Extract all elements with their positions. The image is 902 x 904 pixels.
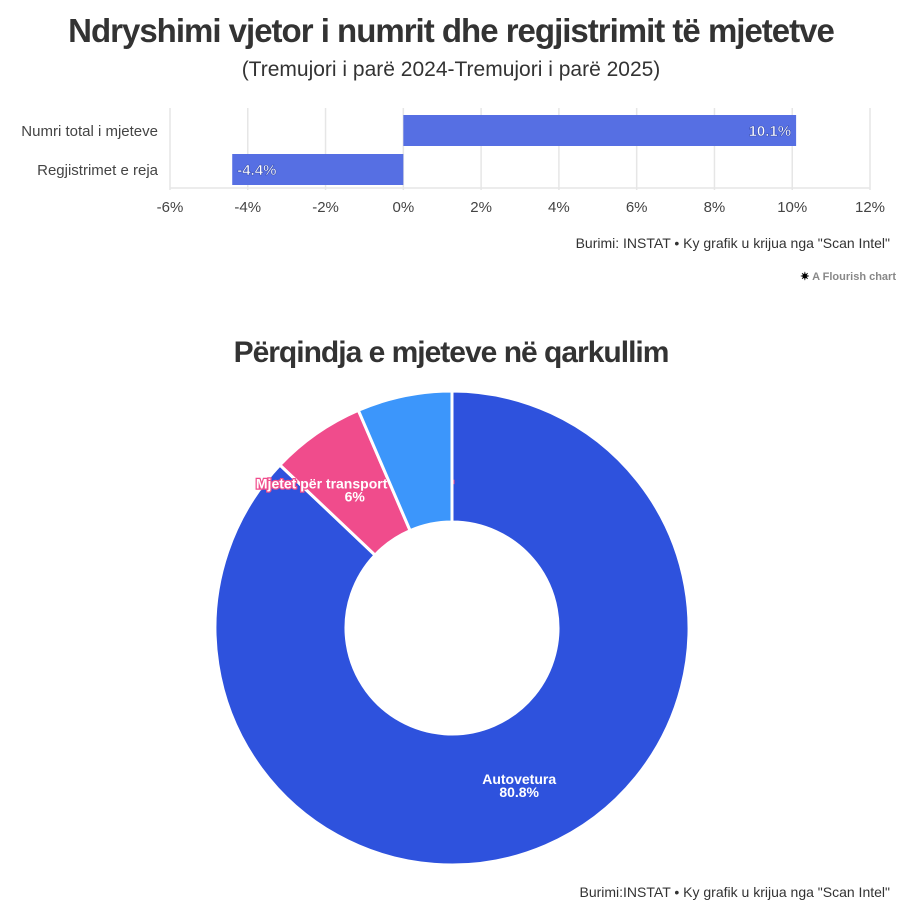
bar-chart-subtitle: (Tremujori i parë 2024-Tremujori i parë … <box>241 58 661 81</box>
flourish-credit[interactable]: ✷ A Flourish chart <box>800 270 896 283</box>
bar-value-label: 10.1% <box>749 123 792 140</box>
bar-value-label: -4.4% <box>237 162 276 179</box>
bar-chart: -6% -4% -2% 0% 2% 4% 6% 8% 10% 12% Numri total i m… <box>21 108 885 216</box>
x-tick-label: 10% <box>777 199 807 216</box>
x-tick-label: 2% <box>470 199 492 216</box>
x-tick-label: -6% <box>157 199 184 216</box>
bar-chart-source: Burimi: INSTAT • Ky grafik u krijua nga … <box>575 235 890 251</box>
bar <box>232 154 404 185</box>
slice-value-label: 6% <box>345 489 366 505</box>
bar <box>403 115 797 146</box>
donut-chart-title: Përqindja e mjeteve në qarkullim <box>233 336 670 369</box>
bar-chart-title: Ndryshimi vjetor i numrit dhe regjistrim… <box>68 12 835 49</box>
flourish-logo-icon: ✷ <box>800 271 813 283</box>
x-tick-label: 6% <box>626 199 648 216</box>
x-tick-label: 4% <box>548 199 570 216</box>
donut-slice <box>356 389 454 533</box>
x-tick-label: 8% <box>704 199 726 216</box>
x-tick-label: 0% <box>392 199 414 216</box>
flourish-text: A Flourish chart <box>812 271 896 283</box>
donut-slice <box>213 389 691 867</box>
category-label: Numri total i mjeteve <box>21 123 158 140</box>
x-tick-label: -2% <box>312 199 339 216</box>
slice-label: Autovetura <box>482 771 556 787</box>
x-tick-label: -4% <box>234 199 261 216</box>
slice-value-label: 80.8% <box>499 784 539 800</box>
donut-chart-source: Burimi:INSTAT • Ky grafik u krijua nga "… <box>579 884 890 900</box>
x-tick-label: 12% <box>855 199 885 216</box>
category-label: Regjistrimet e reja <box>37 162 159 179</box>
